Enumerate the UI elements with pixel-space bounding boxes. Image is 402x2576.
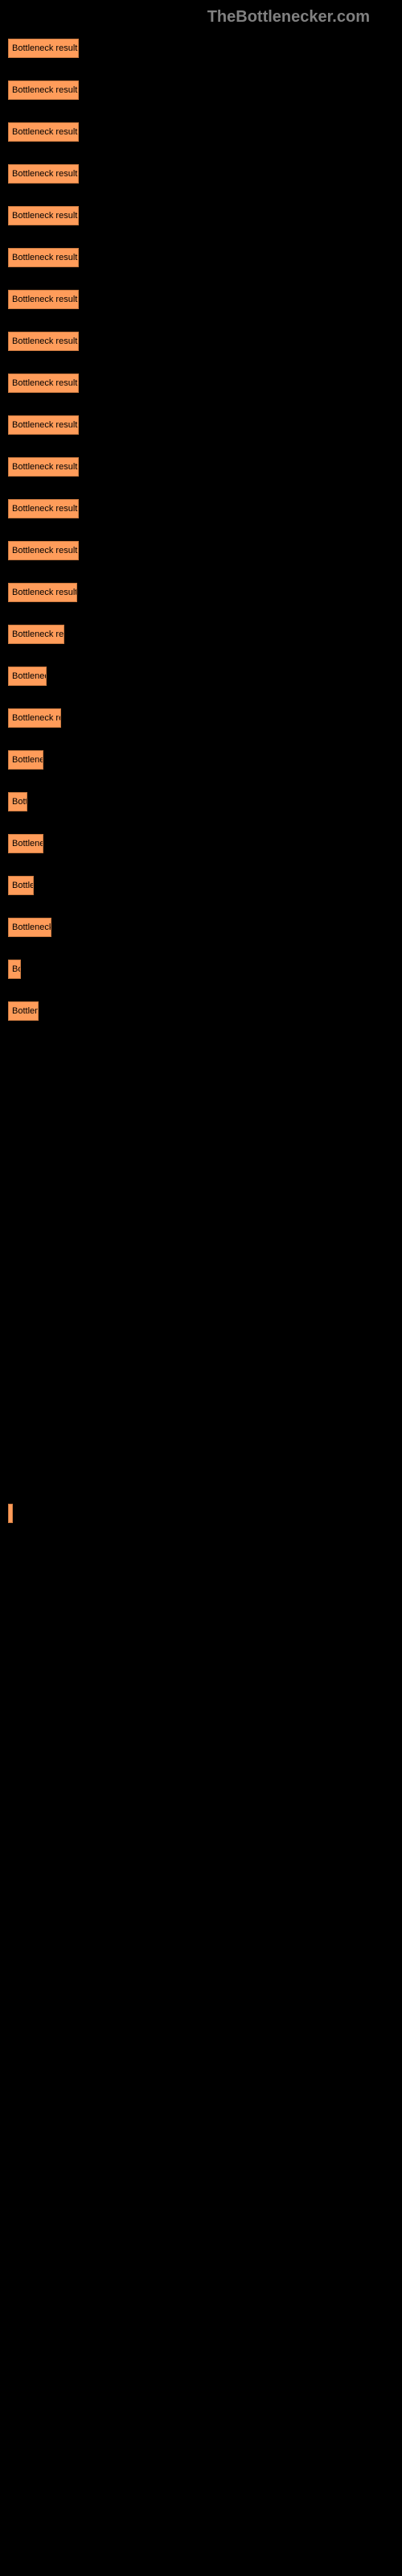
bottleneck-bar[interactable]: Bottlene xyxy=(8,750,43,770)
bottleneck-bar[interactable]: Bottleneck result xyxy=(8,80,79,100)
bar-row xyxy=(8,1880,394,1900)
bar-row xyxy=(8,2048,394,2067)
bottleneck-bar[interactable]: Bottleneck re xyxy=(8,708,61,728)
bar-row: Bottleneck result xyxy=(8,248,394,267)
bar-row xyxy=(8,2341,394,2360)
bottleneck-bar[interactable]: Bottleneck result xyxy=(8,583,77,602)
bar-row xyxy=(8,2508,394,2528)
bottleneck-bar[interactable]: Bottleneck result xyxy=(8,206,79,225)
bar-row xyxy=(8,2425,394,2444)
bottleneck-bar[interactable]: Bottlen xyxy=(8,1001,39,1021)
bar-row xyxy=(8,1043,394,1063)
bar-row xyxy=(8,1169,394,1188)
bottleneck-bar[interactable]: Bottleneck result xyxy=(8,290,79,309)
bar-row: Bottleneck res xyxy=(8,625,394,644)
bar-row: Bo xyxy=(8,960,394,979)
bottleneck-bar[interactable]: Bo xyxy=(8,960,21,979)
bar-row xyxy=(8,1587,394,1607)
bar-row xyxy=(8,1378,394,1397)
bar-row xyxy=(8,2174,394,2193)
bar-row: Bottleneck result xyxy=(8,415,394,435)
bar-row: Bottleneck result xyxy=(8,499,394,518)
bottleneck-bar[interactable]: Bottleneck result xyxy=(8,39,79,58)
bar-row: Bottleneck result xyxy=(8,332,394,351)
site-header: TheBottlenecker.com xyxy=(8,8,394,27)
bar-row xyxy=(8,1504,394,1523)
bar-row xyxy=(8,1839,394,1858)
bar-row xyxy=(8,1629,394,1649)
bar-row xyxy=(8,1671,394,1690)
bar-row: Bottleneck result xyxy=(8,541,394,560)
bar-row xyxy=(8,2467,394,2486)
bar-row xyxy=(8,1420,394,1439)
bar-row: Bottleneck result xyxy=(8,374,394,393)
bar-row: Bott xyxy=(8,792,394,811)
bottleneck-bar[interactable]: Bottleneck res xyxy=(8,625,64,644)
bar-row: Bottleneck result xyxy=(8,39,394,58)
bottleneck-bar[interactable]: Bottlene xyxy=(8,834,43,853)
bottleneck-bar[interactable]: Bottlenec xyxy=(8,667,47,686)
bottleneck-bar[interactable]: Bottleneck result xyxy=(8,122,79,142)
bar-row xyxy=(8,2215,394,2235)
bar-row xyxy=(8,2299,394,2318)
bar-row: Bottleneck xyxy=(8,918,394,937)
bottleneck-bar[interactable]: Bottleneck result xyxy=(8,457,79,477)
bar-row: Bottlenec xyxy=(8,667,394,686)
bar-row xyxy=(8,1211,394,1230)
bar-row xyxy=(8,1462,394,1481)
bottleneck-bar[interactable]: Bottleneck result xyxy=(8,332,79,351)
bar-row: Bottleneck result xyxy=(8,206,394,225)
bar-row: Bottleneck result xyxy=(8,122,394,142)
bottleneck-bar[interactable]: Bottleneck result xyxy=(8,374,79,393)
bottleneck-bar[interactable] xyxy=(8,1504,13,1523)
bottleneck-bar[interactable]: Bottleneck result xyxy=(8,415,79,435)
bottleneck-bar[interactable]: Bottleneck result xyxy=(8,541,79,560)
bar-row: Bottleneck re xyxy=(8,708,394,728)
bar-row xyxy=(8,1546,394,1565)
bar-row: Bottlene xyxy=(8,834,394,853)
bottleneck-bar[interactable]: Bottleneck result xyxy=(8,164,79,184)
bar-row: Bottlene xyxy=(8,750,394,770)
bar-row xyxy=(8,1797,394,1816)
bar-row xyxy=(8,1964,394,1984)
bar-row: Bottle xyxy=(8,876,394,895)
bar-row: Bottleneck result xyxy=(8,457,394,477)
bar-row xyxy=(8,1336,394,1356)
bar-row xyxy=(8,2132,394,2151)
bar-row xyxy=(8,2257,394,2277)
bar-row xyxy=(8,2006,394,2025)
bar-row xyxy=(8,1922,394,1942)
bar-row: Bottleneck result xyxy=(8,164,394,184)
bar-row: Bottleneck result xyxy=(8,583,394,602)
bottleneck-bar[interactable]: Bottle xyxy=(8,876,34,895)
bar-row xyxy=(8,1713,394,1732)
bar-row: Bottleneck result xyxy=(8,290,394,309)
bar-row xyxy=(8,1253,394,1272)
bar-row: Bottlen xyxy=(8,1001,394,1021)
bottleneck-bar[interactable]: Bottleneck xyxy=(8,918,51,937)
bar-row xyxy=(8,1127,394,1146)
bar-row xyxy=(8,1294,394,1314)
bar-row xyxy=(8,2383,394,2402)
bars-container: Bottleneck result Bottleneck result Bottle… xyxy=(8,39,394,2528)
bar-row xyxy=(8,2090,394,2109)
bottleneck-bar[interactable]: Bottleneck result xyxy=(8,499,79,518)
bottleneck-bar[interactable]: Bottleneck result xyxy=(8,248,79,267)
bar-row: Bottleneck result xyxy=(8,80,394,100)
bottleneck-bar[interactable]: Bott xyxy=(8,792,27,811)
bar-row xyxy=(8,1755,394,1774)
bar-row xyxy=(8,1085,394,1104)
